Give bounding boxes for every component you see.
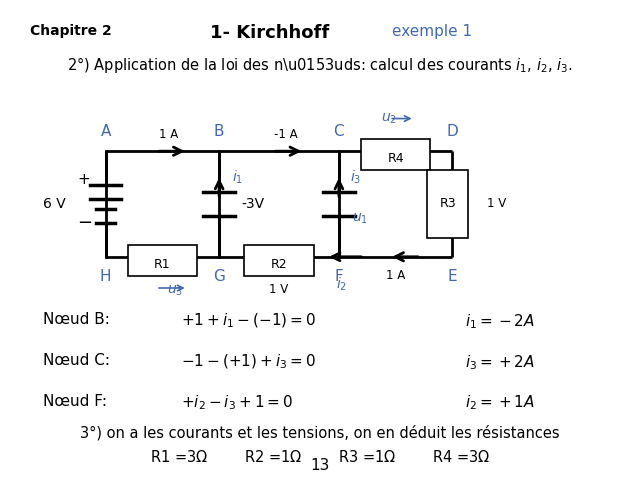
Text: $u_2$: $u_2$: [381, 112, 397, 126]
Text: $i_1$: $i_1$: [232, 169, 243, 186]
Text: $+i_2 - i_3 + 1 = 0$: $+i_2 - i_3 + 1 = 0$: [181, 394, 294, 412]
Text: $+1 + i_1 -(-1) = 0$: $+1 + i_1 -(-1) = 0$: [181, 312, 316, 330]
Text: R2: R2: [271, 257, 287, 271]
Text: R1 =3$\Omega$        R2 =1$\Omega$        R3 =1$\Omega$        R4 =3$\Omega$: R1 =3$\Omega$ R2 =1$\Omega$ R3 =1$\Omega…: [150, 449, 490, 465]
Bar: [244, 245, 314, 276]
Text: C: C: [333, 124, 344, 139]
Bar: [361, 139, 430, 170]
Text: Chapitre 2: Chapitre 2: [30, 24, 112, 38]
Text: H: H: [100, 269, 111, 284]
Text: 1 V: 1 V: [487, 197, 506, 211]
Text: R1: R1: [154, 257, 171, 271]
Bar: [427, 170, 468, 238]
Text: 1- Kirchhoff: 1- Kirchhoff: [210, 24, 329, 42]
Text: -1 A: -1 A: [273, 128, 297, 141]
Text: $u_3$: $u_3$: [167, 283, 183, 298]
Text: Nœud F:: Nœud F:: [43, 394, 107, 408]
Text: −: −: [77, 214, 92, 232]
Bar: [128, 245, 197, 276]
Text: Nœud C:: Nœud C:: [43, 353, 109, 368]
Text: $i_2 = +1A$: $i_2 = +1A$: [465, 394, 535, 412]
Text: 1 A: 1 A: [386, 269, 405, 282]
Text: $i_3 = +2A$: $i_3 = +2A$: [465, 353, 535, 372]
Text: D: D: [447, 124, 458, 139]
Text: F: F: [335, 269, 343, 284]
Text: $-1-(+1) + i_3 = 0$: $-1-(+1) + i_3 = 0$: [181, 353, 316, 371]
Text: E: E: [447, 269, 457, 284]
Text: 1 A: 1 A: [159, 128, 179, 141]
Text: R4: R4: [387, 152, 404, 165]
Text: $i_2$: $i_2$: [336, 276, 347, 293]
Text: $i_3$: $i_3$: [350, 169, 362, 186]
Text: G: G: [213, 269, 225, 284]
Text: 6 V: 6 V: [43, 197, 65, 211]
Text: 3°) on a les courants et les tensions, on en déduit les résistances: 3°) on a les courants et les tensions, o…: [80, 425, 560, 440]
Text: 1 V: 1 V: [269, 283, 289, 296]
Text: $u_1$: $u_1$: [351, 211, 367, 226]
Text: Nœud B:: Nœud B:: [43, 312, 109, 327]
Text: 2°) Application de la loi des n\u0153uds: calcul des courants $i_1$, $i_2$, $i_3: 2°) Application de la loi des n\u0153uds…: [67, 55, 573, 75]
Text: A: A: [100, 124, 111, 139]
Text: +: +: [77, 172, 90, 188]
Text: 13: 13: [310, 458, 330, 473]
Text: exemple 1: exemple 1: [392, 24, 472, 39]
Text: R3: R3: [440, 197, 456, 211]
Text: -3V: -3V: [241, 197, 264, 211]
Text: B: B: [214, 124, 225, 139]
Text: $i_1 = -2A$: $i_1 = -2A$: [465, 312, 535, 331]
